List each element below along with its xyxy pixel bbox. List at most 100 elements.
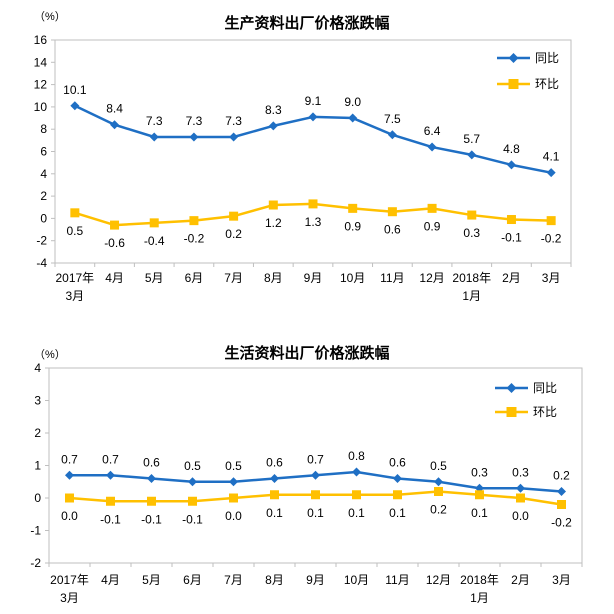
- data-point-marker-环比: [434, 487, 443, 496]
- data-label: 7.5: [384, 112, 401, 126]
- data-label: 0.1: [348, 506, 365, 520]
- x-axis-label: 7月: [224, 271, 243, 285]
- x-axis-label: 11月: [380, 271, 404, 285]
- data-label: 9.1: [305, 94, 322, 108]
- data-label: -0.6: [104, 236, 125, 250]
- data-point-marker-同比: [110, 120, 120, 130]
- x-axis-label: 4月: [105, 271, 124, 285]
- y-axis-tick-label: 2: [40, 189, 47, 203]
- data-point-marker-同比: [387, 130, 397, 140]
- data-point-marker-环比: [110, 220, 120, 230]
- data-label: 8.3: [265, 103, 282, 117]
- data-label: 6.4: [424, 124, 441, 138]
- data-point-marker-环比: [188, 496, 197, 506]
- data-label: 7.3: [225, 114, 242, 128]
- y-axis-tick-label: 1: [34, 459, 41, 473]
- x-axis-label: 2月: [511, 573, 530, 587]
- data-point-marker-环比: [229, 493, 238, 503]
- data-label: 9.0: [344, 95, 361, 109]
- data-point-marker-同比: [65, 470, 74, 480]
- data-point-marker-环比: [308, 199, 318, 209]
- data-point-marker-同比: [188, 477, 197, 487]
- data-point-marker-环比: [65, 493, 74, 503]
- y-axis-tick-label: -2: [30, 556, 41, 570]
- legend-label-同比: 同比: [535, 51, 559, 65]
- data-label: 5.7: [463, 132, 480, 146]
- data-label: 0.3: [512, 465, 529, 479]
- data-label: 0.6: [143, 456, 160, 470]
- data-point-marker-环比: [147, 496, 156, 506]
- data-point-marker-环比: [311, 490, 320, 500]
- data-label: 4.1: [543, 150, 560, 164]
- data-point-marker-同比: [516, 483, 525, 493]
- y-axis-tick-label: -4: [36, 256, 47, 270]
- legend-label-环比: 环比: [533, 405, 557, 419]
- data-point-marker-环比: [546, 216, 556, 226]
- data-point-marker-环比: [229, 211, 239, 221]
- x-axis-label: 9月: [304, 271, 323, 285]
- chart-title: 生产资料出厂价格涨跌幅: [224, 15, 390, 32]
- data-label: 0.1: [389, 506, 406, 520]
- data-label: -0.1: [141, 512, 162, 526]
- data-point-marker-同比: [147, 474, 156, 483]
- data-point-marker-同比: [229, 477, 238, 487]
- data-label: 8.4: [106, 102, 123, 116]
- data-label: 1.2: [265, 216, 282, 230]
- legend-marker-同比: [508, 53, 519, 63]
- x-axis-label: 5月: [145, 271, 164, 285]
- y-axis-tick-label: -1: [30, 524, 41, 538]
- data-point-marker-环比: [189, 216, 199, 226]
- data-label: 0.5: [67, 224, 84, 238]
- data-label: 7.3: [186, 114, 203, 128]
- x-axis-label: 6月: [183, 573, 202, 587]
- data-label: 0.5: [184, 459, 201, 473]
- y-axis-tick-label: 16: [34, 33, 48, 47]
- consumer-goods-price-chart: 4 3 2 1 0 -1 -2 2017年 3月 4月 5月 6月 7月 8月 9月 10月 11月 12月 201…: [0, 330, 614, 614]
- y-axis-tick-label: 3: [34, 394, 41, 408]
- data-point-marker-环比: [270, 490, 279, 500]
- data-label: 0.2: [553, 469, 570, 483]
- data-label: 0.7: [61, 452, 78, 466]
- data-point-marker-环比: [467, 210, 477, 220]
- data-point-marker-同比: [106, 470, 115, 480]
- x-axis-label: 10月: [344, 573, 369, 587]
- data-point-marker-环比: [516, 493, 525, 503]
- data-label: 4.8: [503, 142, 520, 156]
- y-axis-tick-label: 12: [34, 78, 48, 92]
- x-axis-label: 2017年 3月: [50, 573, 89, 605]
- data-label: 0.5: [225, 459, 242, 473]
- data-point-marker-同比: [270, 474, 279, 483]
- legend-marker-环比: [506, 407, 517, 417]
- data-point-marker-环比: [348, 203, 358, 213]
- data-label: 0.3: [463, 226, 480, 240]
- legend-marker-环比: [508, 79, 519, 89]
- x-axis-label: 8月: [265, 573, 284, 587]
- data-label: -0.2: [541, 232, 562, 246]
- plot-border: [54, 39, 572, 264]
- data-label: 7.3: [146, 114, 163, 128]
- data-label: 0.1: [307, 506, 324, 520]
- x-axis-label: 7月: [224, 573, 243, 587]
- legend-label-环比: 环比: [535, 77, 559, 91]
- y-axis-tick-label: 8: [40, 122, 47, 136]
- data-point-marker-环比: [427, 203, 437, 213]
- consumer-goods-plot: 4 3 2 1 0 -1 -2 2017年 3月 4月 5月 6月 7月 8月 9月 10月 11月 12月 201…: [30, 361, 583, 605]
- x-axis-label: 2017年 3月: [55, 271, 94, 303]
- data-label: 0.5: [430, 459, 447, 473]
- data-label: -0.2: [184, 232, 205, 246]
- data-label: 0.7: [307, 452, 324, 466]
- data-label: 0.3: [471, 465, 488, 479]
- data-label: -0.2: [551, 516, 572, 530]
- data-point-marker-同比: [308, 112, 318, 122]
- x-axis-label: 11月: [385, 573, 409, 587]
- x-axis-label: 12月: [419, 271, 444, 285]
- data-label: -0.1: [501, 231, 522, 245]
- data-point-marker-环比: [506, 215, 516, 225]
- data-point-marker-环比: [352, 490, 361, 500]
- y-axis-tick-label: 14: [34, 55, 48, 69]
- y-axis-unit-label: （%）: [34, 349, 66, 361]
- data-label: 10.1: [63, 83, 87, 97]
- data-point-marker-同比: [352, 467, 361, 477]
- data-point-marker-环比: [393, 490, 402, 500]
- data-point-marker-同比: [149, 132, 159, 142]
